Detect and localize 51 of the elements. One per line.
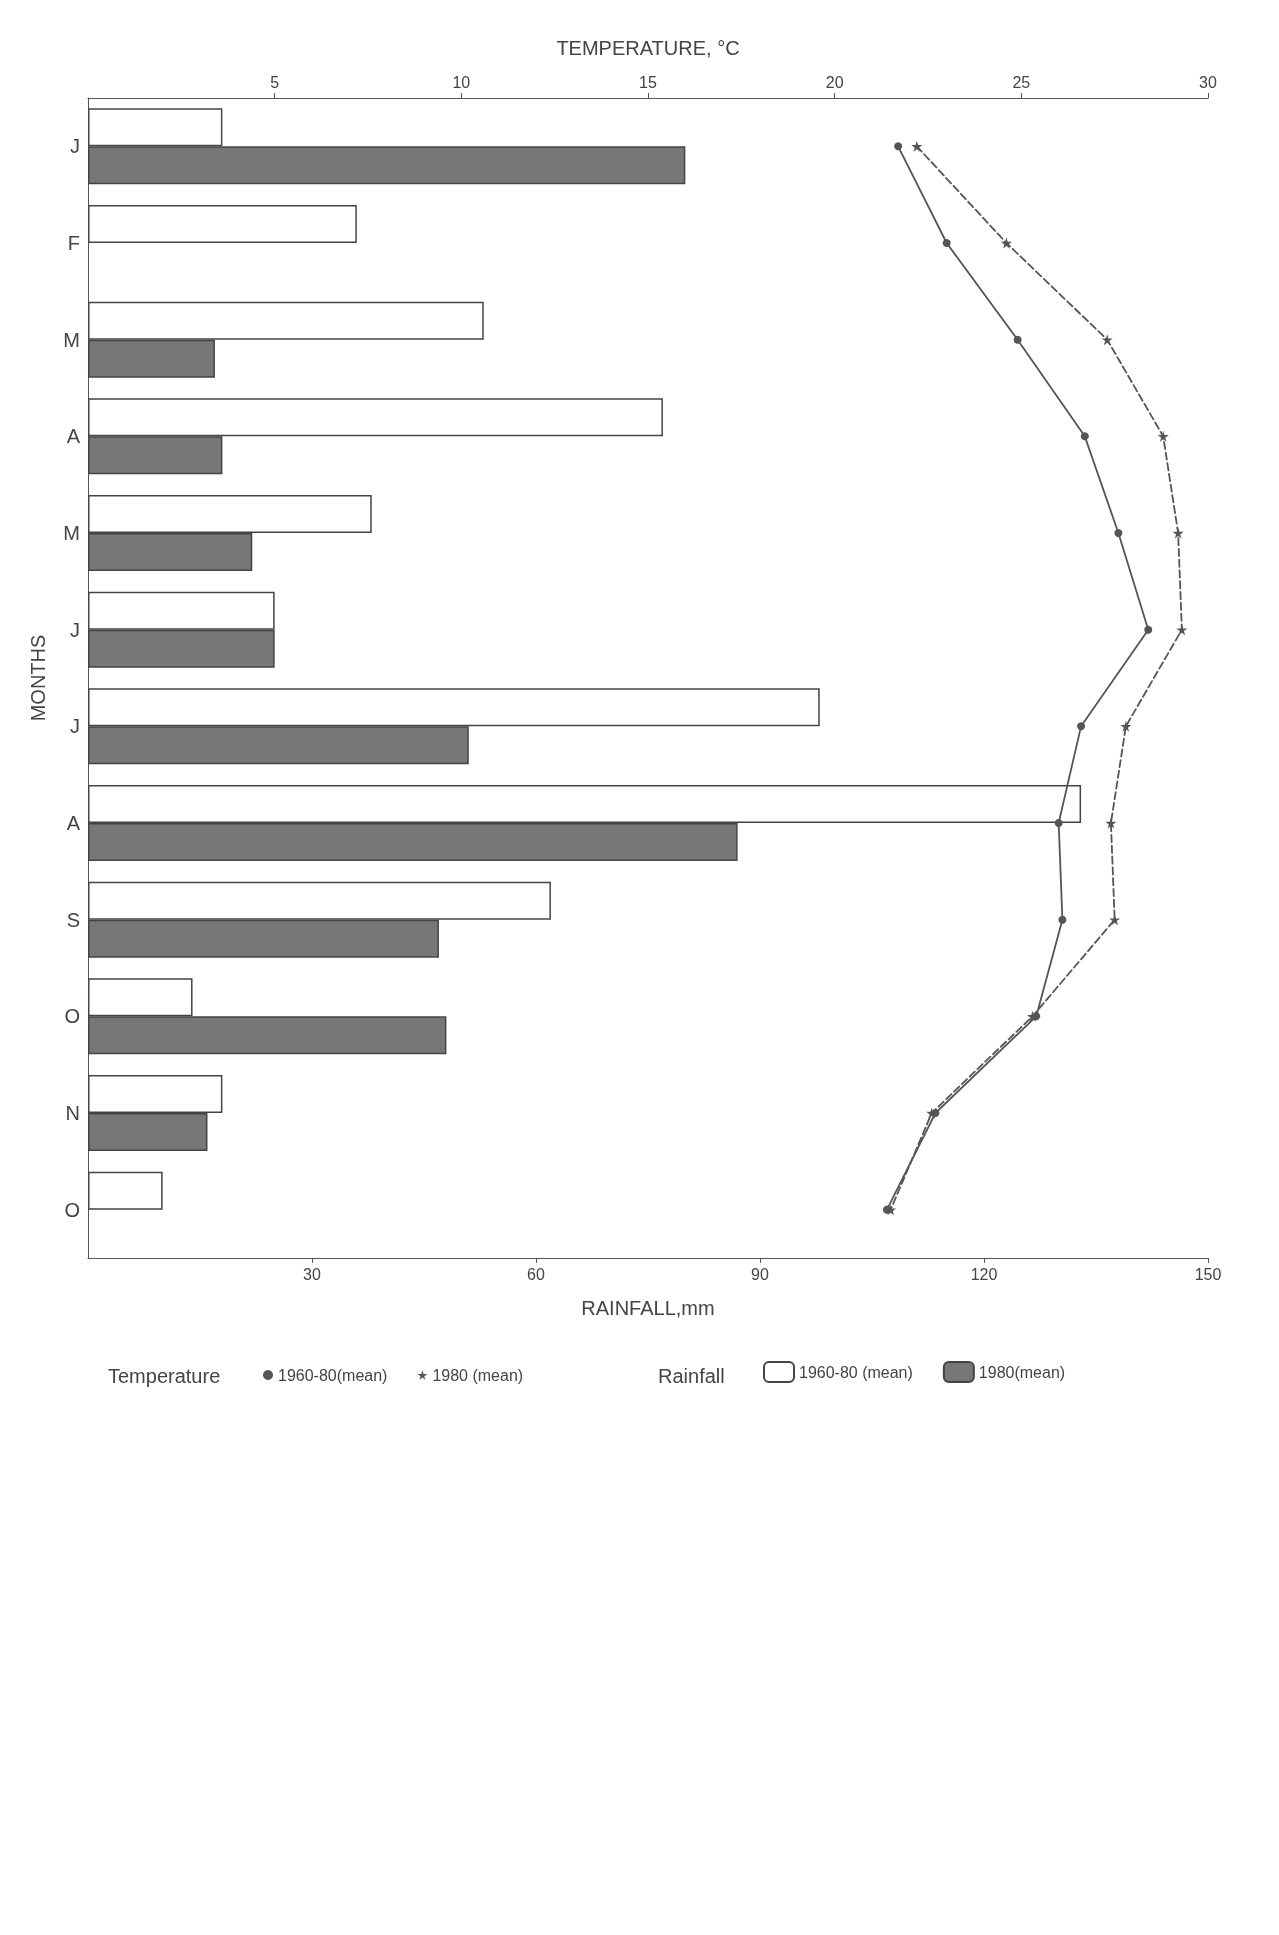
y-tick-label: N	[65, 1102, 80, 1124]
point	[1000, 237, 1012, 249]
x-tick-label: 60	[527, 1265, 545, 1283]
point	[1120, 720, 1132, 732]
legend-label: 1980(mean)	[978, 1363, 1066, 1381]
point	[1157, 430, 1169, 442]
point	[1054, 819, 1063, 827]
y-tick-label: A	[66, 425, 81, 448]
point	[942, 239, 951, 247]
point	[1058, 915, 1067, 924]
x2-tick-label: 20	[825, 73, 844, 91]
point	[1144, 625, 1153, 634]
y-tick-label: M	[63, 522, 80, 544]
y-axis-title: MONTHS	[27, 634, 49, 722]
y-tick-label: J	[70, 715, 80, 738]
bar	[88, 1171, 163, 1210]
x-tick-label: 120	[970, 1265, 998, 1283]
y-tick-label: J	[70, 618, 80, 641]
point	[1105, 817, 1117, 829]
y-tick-label: F	[67, 232, 80, 254]
y-tick-label: O	[64, 1005, 80, 1028]
point	[1077, 722, 1086, 731]
point	[1080, 432, 1089, 441]
text: Rainfall	[658, 1365, 725, 1387]
point	[1013, 335, 1022, 344]
legend-label: 1980 (mean)	[432, 1366, 524, 1384]
y-tick-label: M	[63, 328, 80, 351]
x-axis-title: RAINFALL,mm	[581, 1297, 715, 1319]
x2-tick-label: 10	[452, 73, 471, 91]
y-tick-label: A	[66, 812, 81, 834]
legend-label: 1960-80 (mean)	[799, 1363, 913, 1381]
x-tick-label: 30	[303, 1265, 321, 1283]
point	[1172, 527, 1184, 539]
x2-tick-label: 15	[639, 73, 657, 91]
x2-tick-label: 25	[1012, 73, 1031, 91]
y-tick-label: S	[66, 908, 80, 931]
legend-label: 1960-80(mean)	[278, 1366, 388, 1384]
text: Temperature	[108, 1365, 221, 1387]
x-tick-label: 90	[751, 1265, 769, 1283]
x2-tick-label: 5	[270, 73, 280, 91]
y-tick-label: O	[64, 1198, 80, 1221]
point	[894, 142, 903, 151]
point	[1176, 624, 1188, 636]
bar	[88, 205, 357, 243]
point	[1114, 529, 1123, 537]
y-tick-label: J	[70, 135, 80, 158]
x2-axis-title: TEMPERATURE, °C	[556, 37, 740, 59]
x2-tick-label: 30	[1199, 73, 1217, 91]
x-tick-label: 150	[1194, 1265, 1222, 1283]
point	[911, 140, 923, 152]
point	[1101, 334, 1113, 346]
